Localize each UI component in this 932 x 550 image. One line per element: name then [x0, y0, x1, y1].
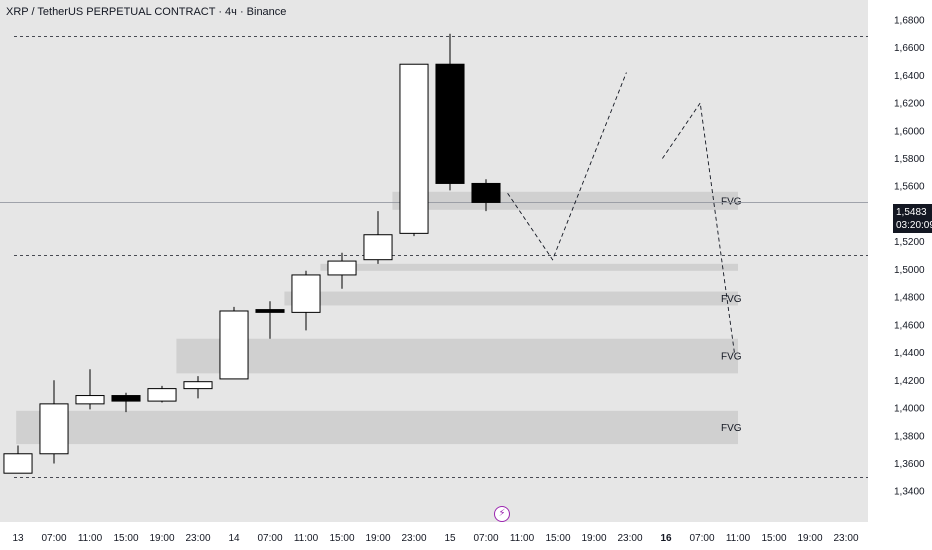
- last-price-badge: 1,5483 03:20:09: [893, 204, 932, 233]
- projection-path-0: [507, 72, 627, 261]
- candle-body: [75, 395, 105, 405]
- candle-body: [111, 395, 141, 402]
- time-tick-label: 07:00: [689, 533, 714, 544]
- time-tick-label: 23:00: [401, 533, 426, 544]
- time-tick-label: 19:00: [365, 533, 390, 544]
- price-tick-label: 1,5000: [894, 265, 925, 276]
- price-tick-label: 1,5800: [894, 154, 925, 165]
- fvg-zone-1: [320, 263, 738, 271]
- candle-body: [39, 403, 69, 455]
- candle-body: [255, 309, 285, 313]
- price-tick-label: 1,6400: [894, 71, 925, 82]
- price-tick-label: 1,6000: [894, 126, 925, 137]
- price-tick-label: 1,3800: [894, 431, 925, 442]
- price-tick-label: 1,6800: [894, 15, 925, 26]
- time-axis[interactable]: 13 07:00 11:00 15:00 19:00 23:00 14 07:00 11:00 1…: [0, 522, 932, 550]
- fvg-zones: FVG FVG FVG FVG: [16, 191, 742, 445]
- candle-body: [291, 274, 321, 313]
- candle-body: [399, 63, 429, 234]
- candle-body: [219, 310, 249, 380]
- time-tick-label: 07:00: [257, 533, 282, 544]
- candle-body: [435, 63, 465, 184]
- time-tick-label: 11:00: [726, 533, 751, 544]
- fvg-label: FVG: [721, 352, 742, 363]
- price-tick-label: 1,4000: [894, 404, 925, 415]
- candle-body: [3, 453, 33, 474]
- price-tick-label: 1,4200: [894, 376, 925, 387]
- price-axis[interactable]: 1,3400 1,3600 1,3800 1,4000 1,4200 1,4400 1,46…: [868, 0, 932, 522]
- time-tick-label: 16: [660, 533, 672, 544]
- time-tick-label: 19:00: [149, 533, 174, 544]
- time-tick-label: 19:00: [797, 533, 822, 544]
- price-tick-label: 1,3600: [894, 459, 925, 470]
- fvg-label: FVG: [721, 423, 742, 434]
- projection-paths: [507, 72, 735, 353]
- candles: [3, 33, 501, 474]
- time-tick-label: 14: [228, 533, 240, 544]
- time-tick-label: 11:00: [510, 533, 535, 544]
- price-tick-label: 1,5600: [894, 182, 925, 193]
- time-tick-label: 15: [444, 533, 456, 544]
- candle-body: [471, 182, 501, 203]
- time-tick-label: 23:00: [185, 533, 210, 544]
- time-tick-label: 23:00: [833, 533, 858, 544]
- time-tick-label: 15:00: [329, 533, 354, 544]
- projection-path-1: [662, 101, 735, 353]
- fvg-zone-3: [176, 338, 738, 374]
- chart-title: XRP / TetherUS PERPETUAL CONTRACT · 4ч ·…: [6, 6, 287, 18]
- time-axis-bg: [0, 522, 932, 550]
- fvg-zone-0: [392, 191, 738, 210]
- time-tick-label: 11:00: [78, 533, 103, 544]
- time-tick-label: 15:00: [545, 533, 570, 544]
- time-tick-label: 15:00: [113, 533, 138, 544]
- price-tick-label: 1,5200: [894, 237, 925, 248]
- time-tick-label: 23:00: [617, 533, 642, 544]
- price-tick-label: 1,6200: [894, 99, 925, 110]
- fvg-label: FVG: [721, 294, 742, 305]
- price-tick-label: 1,4800: [894, 293, 925, 304]
- fvg-label: FVG: [721, 196, 742, 207]
- lightning-icon[interactable]: ⚡: [494, 506, 510, 522]
- last-price-value: 1,5483: [896, 207, 927, 218]
- time-tick-label: 15:00: [761, 533, 786, 544]
- candle-body: [327, 260, 357, 276]
- price-tick-label: 1,6600: [894, 43, 925, 54]
- candle-body: [363, 234, 393, 261]
- time-tick-label: 07:00: [473, 533, 498, 544]
- price-tick-label: 1,4600: [894, 320, 925, 331]
- time-tick-label: 07:00: [41, 533, 66, 544]
- price-tick-label: 1,3400: [894, 487, 925, 498]
- fvg-zone-4: [16, 410, 738, 445]
- candle-body: [183, 381, 213, 390]
- bar-countdown: 03:20:09: [896, 220, 932, 231]
- time-tick-label: 13: [12, 533, 24, 544]
- price-tick-label: 1,4400: [894, 348, 925, 359]
- price-axis-bg: [868, 0, 932, 522]
- candle-body: [147, 388, 177, 402]
- fvg-zone-2: [284, 291, 738, 306]
- time-tick-label: 11:00: [294, 533, 319, 544]
- time-tick-label: 19:00: [581, 533, 606, 544]
